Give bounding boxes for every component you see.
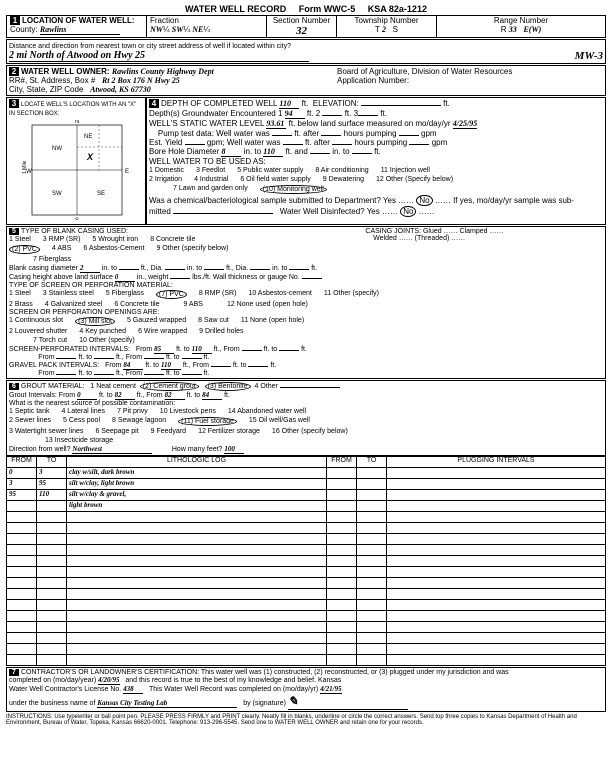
section-5: 5TYPE OF BLANK CASING USED: 1 Steel3 RMP… — [6, 226, 606, 379]
table-row — [7, 512, 606, 523]
table-row — [7, 523, 606, 534]
footer-instructions: INSTRUCTIONS: Use typewriter or ball poi… — [6, 714, 606, 726]
table-row — [7, 567, 606, 578]
table-row — [7, 622, 606, 633]
table-row — [7, 589, 606, 600]
svg-text:N: N — [75, 120, 79, 125]
table-row — [7, 534, 606, 545]
svg-text:SE: SE — [97, 191, 105, 197]
table-row: 395silt w/clay, light brown — [7, 479, 606, 490]
table-row: 03clay w/silt, dark brown — [7, 468, 606, 479]
form-title: WATER WELL RECORD Form WWC-5 KSA 82a-121… — [6, 4, 606, 14]
svg-text:SW: SW — [52, 191, 62, 197]
table-row — [7, 556, 606, 567]
svg-text:X: X — [86, 152, 94, 162]
section-6: 6GROUT MATERIAL: 1 Neat cement (2) Cemen… — [6, 380, 606, 456]
table-row — [7, 578, 606, 589]
table-row — [7, 633, 606, 644]
section-1: 1LOCATION OF WATER WELL: County: Rawlins… — [6, 15, 606, 38]
table-row — [7, 655, 606, 666]
lithologic-log-table: FROM TO LITHOLOGIC LOG FROM TO PLUGGING … — [6, 456, 606, 666]
table-row — [7, 644, 606, 655]
svg-text:S: S — [75, 218, 79, 220]
table-row: 95110silt w/clay & gravel, — [7, 490, 606, 501]
table-row — [7, 600, 606, 611]
table-row — [7, 545, 606, 556]
section-box-diagram: N NW NE X W E SW SE S 1 Mile — [22, 120, 132, 220]
section-2: 2WATER WELL OWNER: Rawlins County Highwa… — [6, 65, 606, 96]
distance-row: Distance and direction from nearest town… — [6, 39, 606, 64]
svg-text:E: E — [125, 169, 129, 175]
table-row: light brown — [7, 501, 606, 512]
svg-text:NE: NE — [84, 134, 92, 140]
sections-3-4: 3LOCATE WELL'S LOCATION WITH AN "X" IN S… — [6, 96, 606, 225]
table-row — [7, 611, 606, 622]
section-7: 7CONTRACTOR'S OR LANDOWNER'S CERTIFICATI… — [6, 667, 606, 712]
svg-text:1 Mile: 1 Mile — [22, 160, 28, 174]
svg-text:NW: NW — [52, 146, 62, 152]
